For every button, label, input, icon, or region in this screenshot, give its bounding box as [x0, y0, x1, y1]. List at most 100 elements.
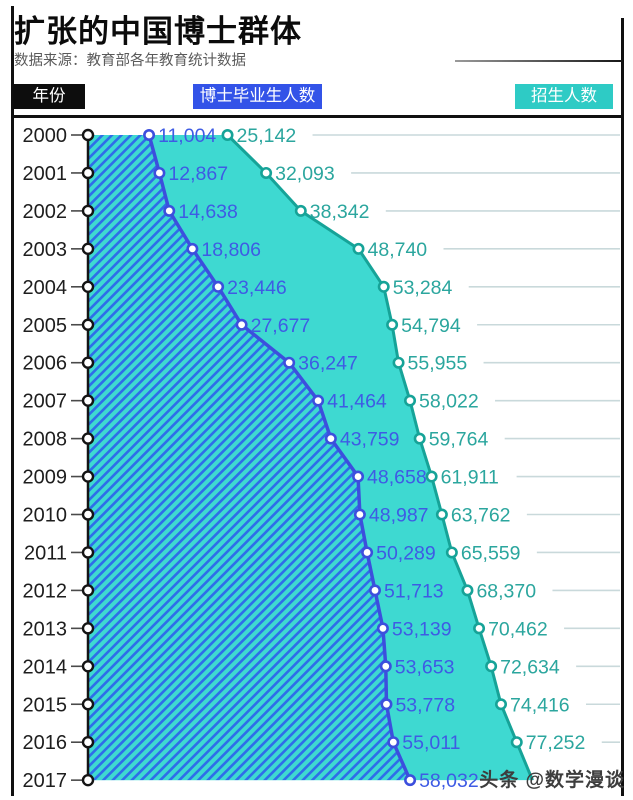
year-label: 2012 [23, 580, 68, 602]
axis-marker [81, 508, 95, 521]
year-label: 2014 [23, 656, 68, 678]
year-label: 2001 [23, 163, 68, 185]
year-label: 2010 [23, 505, 68, 527]
enrollment-point [510, 736, 523, 749]
graduates-point [369, 584, 382, 597]
axis-marker [81, 204, 95, 218]
year-label: 2016 [23, 732, 68, 754]
enrollment-line [226, 133, 534, 781]
legend-year-label: 年份 [13, 84, 85, 109]
axis-marker [81, 166, 95, 180]
year-label: 2017 [23, 770, 68, 792]
enrollment-value: 74,416 [510, 694, 570, 716]
enrollment-point [473, 622, 486, 635]
enrollment-value: 68,370 [476, 580, 536, 602]
decorative-line [455, 60, 623, 62]
graduates-point [283, 356, 296, 369]
axis-marker [81, 242, 95, 256]
enrollment-value: 55,955 [408, 353, 468, 375]
data-source: 数据来源：教育部各年教育统计数据 [14, 53, 246, 69]
left-border [11, 6, 14, 796]
enrollment-value: 70,462 [488, 618, 548, 640]
axis-marker [81, 470, 95, 483]
year-label: 2004 [23, 277, 68, 299]
year-label: 2007 [23, 391, 68, 413]
enrollment-value: 59,764 [429, 429, 489, 451]
graduates-value: 53,778 [395, 694, 455, 716]
enrollment-point [404, 394, 417, 407]
enrollment-point [425, 470, 438, 483]
graduates-value: 48,658 [367, 467, 427, 489]
graduates-point [143, 129, 156, 142]
enrollment-point [260, 166, 273, 179]
graduates-value: 12,867 [168, 163, 228, 185]
enrollment-point [445, 546, 458, 559]
axis-marker [81, 128, 95, 142]
enrollment-point [461, 584, 474, 597]
graduates-value: 23,446 [227, 277, 287, 299]
year-label: 2002 [23, 201, 68, 223]
enrollment-value: 58,022 [419, 391, 479, 413]
enrollment-point [435, 508, 448, 521]
graduates-value: 27,677 [251, 315, 311, 337]
graduates-point [212, 280, 225, 293]
enrollment-point [485, 660, 498, 673]
enrollment-point [413, 432, 426, 445]
graduates-value: 41,464 [327, 391, 387, 413]
graduates-point [379, 660, 392, 673]
year-label: 2008 [23, 429, 68, 451]
enrollment-value: 65,559 [461, 542, 521, 564]
enrollment-value: 63,762 [451, 505, 511, 527]
graduates-point [380, 698, 393, 711]
graduates-point [324, 432, 337, 445]
year-label: 2005 [23, 315, 68, 337]
year-label: 2011 [24, 542, 67, 564]
legend-graduates-label: 博士毕业生人数 [193, 84, 322, 109]
graduates-value: 55,011 [402, 732, 460, 754]
enrollment-value: 72,634 [500, 656, 560, 678]
enrollment-value: 61,911 [441, 467, 499, 489]
year-label: 2000 [23, 125, 68, 147]
graduates-value: 14,638 [178, 201, 238, 223]
watermark: 头条 @数学漫谈 [479, 770, 625, 791]
year-label: 2015 [23, 694, 68, 716]
axis-marker [81, 660, 95, 673]
graduates-point [163, 204, 176, 217]
axis-marker [81, 394, 95, 407]
graduates-point [353, 508, 366, 521]
enrollment-value: 54,794 [401, 315, 461, 337]
enrollment-point [221, 129, 234, 142]
year-label: 2013 [23, 618, 68, 640]
graduates-point [235, 318, 248, 331]
enrollment-value: 48,740 [368, 239, 428, 261]
graduates-point [312, 394, 325, 407]
graduates-point [404, 774, 417, 787]
graduates-value: 51,713 [384, 580, 444, 602]
axis-marker [81, 280, 95, 293]
year-label: 2006 [23, 353, 68, 375]
page-title: 扩张的中国博士群体 [14, 14, 302, 49]
enrollment-point [377, 280, 390, 293]
enrollment-point [352, 242, 365, 255]
enrollment-value: 77,252 [526, 732, 586, 754]
year-label: 2009 [23, 467, 68, 489]
graduates-value: 18,806 [201, 239, 261, 261]
graduates-point [376, 622, 389, 635]
axis-marker [81, 318, 95, 331]
enrollment-point [495, 698, 508, 711]
legend-enrollment-label: 招生人数 [515, 84, 613, 109]
enrollment-value: 38,342 [310, 201, 370, 223]
graduates-value: 53,139 [392, 618, 452, 640]
axis-marker [81, 432, 95, 445]
axis-marker [81, 736, 95, 749]
graduates-point [361, 546, 374, 559]
enrollment-point [392, 356, 405, 369]
graduates-point [387, 736, 400, 749]
graduates-value: 36,247 [298, 353, 358, 375]
graduates-value: 48,987 [369, 505, 429, 527]
enrollment-point [386, 318, 399, 331]
axis-marker [81, 356, 95, 369]
axis-marker [81, 546, 95, 559]
enrollment-value: 32,093 [275, 163, 335, 185]
